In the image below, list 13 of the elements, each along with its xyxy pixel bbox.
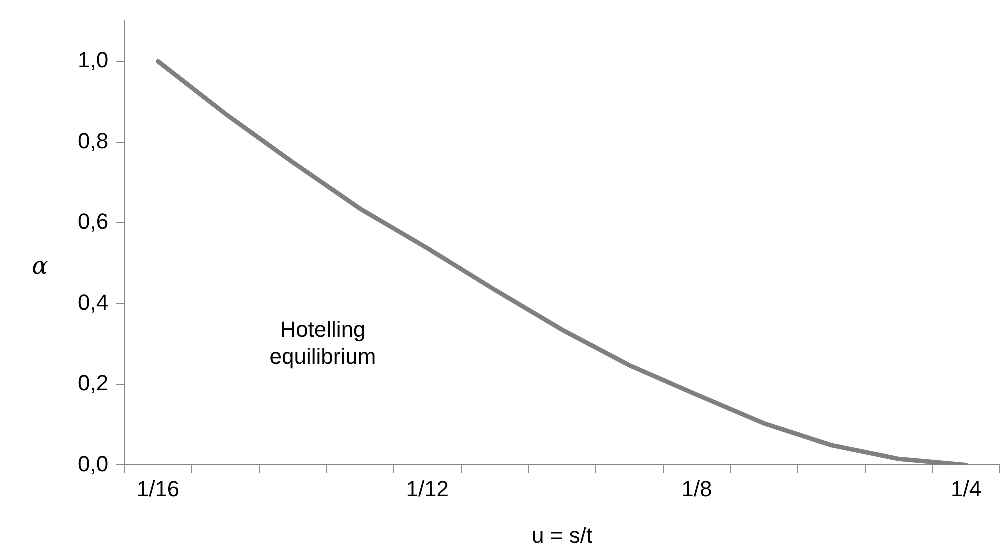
y-tick-label: 0,4 xyxy=(78,290,109,315)
y-tick-label: 0,0 xyxy=(78,451,109,476)
y-tick-label: 0,8 xyxy=(78,128,109,154)
x-tick-label: 1/16 xyxy=(136,476,180,502)
y-tick-label: 0,2 xyxy=(78,370,109,396)
x-axis-title: u = s/t xyxy=(532,522,593,548)
y-tick-label: 1,0 xyxy=(78,48,109,73)
x-tick-label: 1/4 xyxy=(951,476,982,502)
x-tick-label: 1/12 xyxy=(406,476,450,502)
y-axis-title: α xyxy=(32,252,48,280)
x-tick-label: 1/8 xyxy=(682,476,712,502)
y-tick-label: 0,6 xyxy=(78,209,109,234)
annotation: Hotelling equilibrium xyxy=(268,316,378,370)
